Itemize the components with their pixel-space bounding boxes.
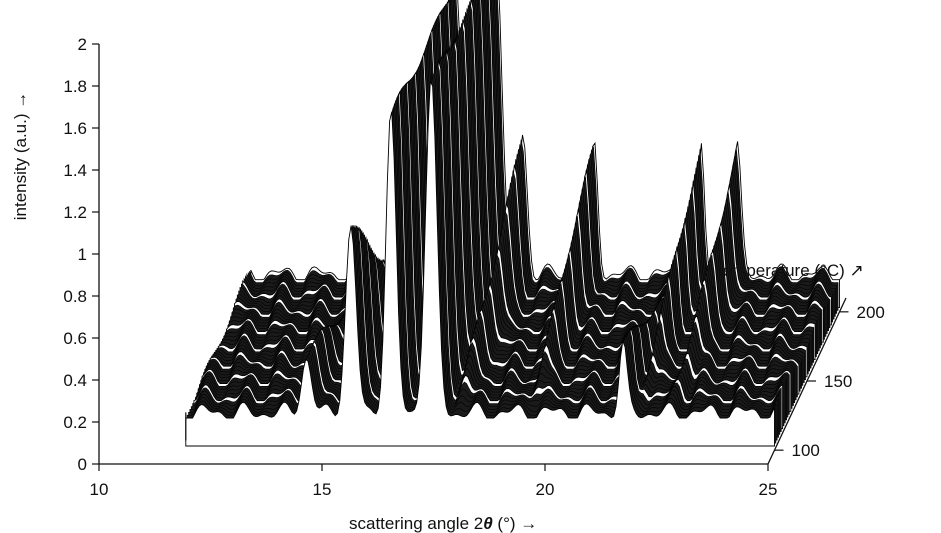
series-line [227,0,817,357]
x-axis-title-theta: θ [483,514,493,533]
x-tick-label: 10 [90,480,109,499]
series-line [232,0,823,346]
z-tick-label: 150 [824,372,852,391]
series-line [196,55,786,424]
x-tick-label: 25 [759,480,778,499]
series-line [238,0,828,334]
y-tick-label: 2 [78,35,87,54]
series-line [197,53,787,421]
plot-surface [185,0,840,447]
y-tick-label: 1.2 [63,203,87,222]
y-tick-label: 0.2 [63,413,87,432]
y-tick-label: 0.4 [63,371,87,390]
series-line [230,0,820,352]
z-ticks: 100 150 200 [774,303,885,460]
y-tick-label: 1.4 [63,161,87,180]
y-tick-label: 0.6 [63,329,87,348]
series-line [199,51,789,418]
series-line [239,0,829,331]
x-axis-title-main: scattering angle 2 [349,514,483,533]
series-line [185,79,775,447]
series-line [234,0,824,343]
x-tick-label: 15 [313,480,332,499]
series-line [192,62,782,432]
series-line [190,65,781,435]
y-ticks: 0 0.2 0.4 0.6 0.8 1 1.2 1.4 1.6 1.8 2 [63,35,99,474]
series-line [200,50,790,415]
y-tick-label: 1 [78,245,87,264]
z-tick-label: 100 [792,441,820,460]
x-ticks: 10 15 20 25 [90,464,778,499]
axes: 0 0.2 0.4 0.6 0.8 1 1.2 1.4 1.6 1.8 2 10 15 20 25 100… [63,35,885,499]
y-axis-title: intensity (a.u.) → [11,92,30,221]
y-tick-label: 0.8 [63,287,87,306]
series-line [195,57,785,427]
series-line [236,0,827,337]
x-axis-title: scattering angle 2θ (°) → [349,514,537,533]
x-tick-label: 20 [536,480,555,499]
series-line [231,0,821,349]
y-tick-label: 0 [78,455,87,474]
series-line [228,0,819,354]
z-axis-title: temperature (°C) ↗ [718,261,864,280]
series-line [235,0,825,340]
z-tick-label: 200 [857,303,885,322]
x-axis-title-unit: (°) → [493,514,538,533]
series-line [225,0,816,360]
series-line [193,59,784,430]
y-tick-label: 1.6 [63,119,87,138]
y-tick-label: 1.8 [63,77,87,96]
